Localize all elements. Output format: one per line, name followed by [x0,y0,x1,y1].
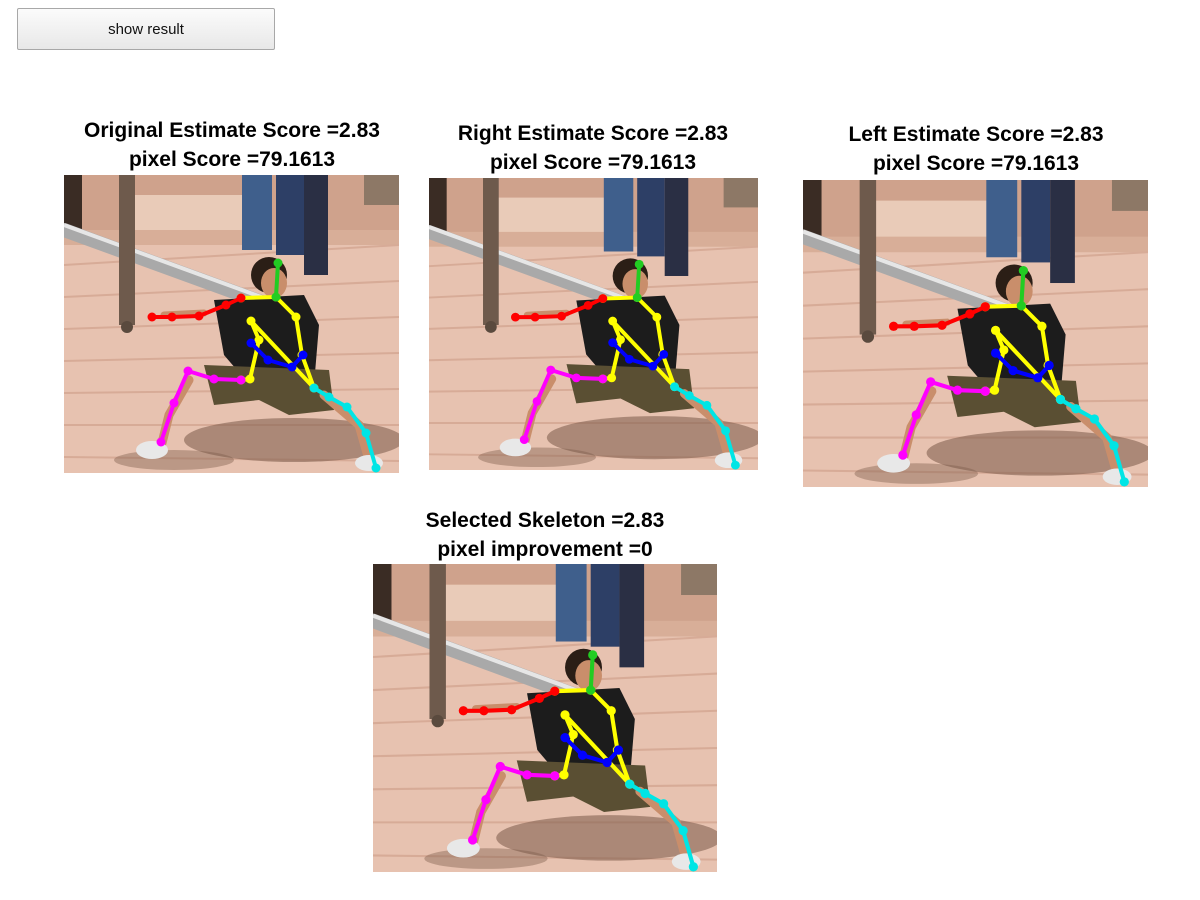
photo-scene [803,180,1148,487]
skeleton-head [632,259,644,302]
original-estimate-image [64,175,399,473]
skeleton-left-arm [458,686,560,716]
skeleton-head [586,650,598,695]
right-estimate-title: Right Estimate Score =2.83 pixel Score =… [393,119,793,177]
right-estimate-score: Right Estimate Score =2.83 [457,122,729,145]
skeleton-right-arm [560,732,624,768]
left-estimate-image [803,180,1148,487]
selected-skeleton-title: Selected Skeleton =2.83 pixel improvemen… [345,506,745,564]
skeleton-right-arm [246,338,308,372]
skeleton-left-arm [147,293,246,322]
skeleton-right-leg [1055,394,1129,487]
right-estimate-image [429,178,758,470]
selected-skeleton-score: Selected Skeleton =2.83 [425,509,665,532]
skeleton-right-leg [625,779,699,872]
skeleton-left-leg [898,377,990,460]
skeleton-head [1016,266,1029,311]
photo-scene [373,564,717,872]
skeleton-right-arm [608,338,669,371]
pixel-improvement: pixel improvement =0 [437,538,653,561]
skeleton-right-arm [990,348,1054,383]
skeleton-left-arm [511,294,608,322]
left-estimate-score: Left Estimate Score =2.83 [848,123,1104,146]
skeleton-left-leg [467,761,560,845]
skeleton-left-leg [156,366,246,447]
selected-skeleton-image [373,564,717,872]
skeleton-right-leg [309,383,381,473]
photo-scene [429,178,758,470]
skeleton-right-leg [670,382,740,470]
skeleton-head [271,258,283,302]
skeleton-left-leg [519,365,608,445]
left-pixel-score: pixel Score =79.1613 [872,152,1080,175]
left-estimate-title: Left Estimate Score =2.83 pixel Score =7… [776,120,1176,178]
original-estimate-title: Original Estimate Score =2.83 pixel Scor… [32,116,432,174]
show-result-button[interactable]: show result [17,8,275,50]
original-pixel-score: pixel Score =79.1613 [128,148,336,171]
skeleton-left-arm [888,302,990,331]
photo-scene [64,175,399,473]
original-estimate-score: Original Estimate Score =2.83 [84,119,380,142]
right-pixel-score: pixel Score =79.1613 [489,151,697,174]
